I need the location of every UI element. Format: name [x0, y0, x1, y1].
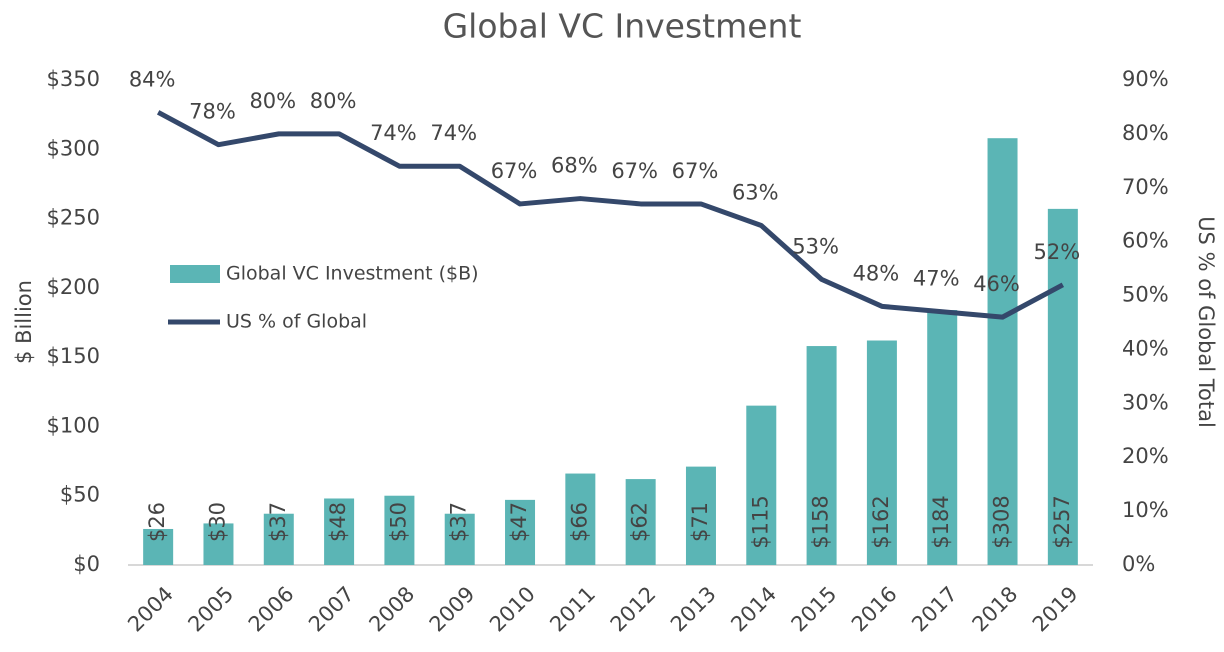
bar	[746, 405, 777, 565]
bar-value-label: $26	[145, 502, 169, 542]
legend-label: Global VC Investment ($B)	[226, 263, 479, 285]
line-value-label: 46%	[973, 272, 1020, 296]
bar-value-label: $115	[748, 495, 772, 548]
bar-value-label: $30	[205, 502, 229, 542]
y2-tick-label: 20%	[1122, 444, 1169, 468]
line-value-label: 80%	[310, 89, 357, 113]
line-value-label: 52%	[1034, 240, 1081, 264]
bar-value-label: $37	[447, 502, 471, 542]
line-value-label: 67%	[491, 159, 538, 183]
y2-axis-label: US % of Global Total	[1194, 216, 1218, 428]
line-value-label: 80%	[249, 89, 296, 113]
y2-tick-label: 80%	[1122, 121, 1169, 145]
x-tick-label: 2013	[666, 582, 721, 637]
y-tick-label: $300	[47, 136, 100, 160]
y-axis-label: $ Billion	[12, 280, 36, 364]
bar-value-label: $257	[1050, 495, 1074, 548]
bar-value-label: $158	[809, 495, 833, 548]
line-value-label: 63%	[732, 181, 779, 205]
bar-value-label: $162	[869, 495, 893, 548]
bar	[203, 523, 234, 565]
y2-tick-label: 70%	[1122, 175, 1169, 199]
bar	[625, 479, 656, 565]
bar-value-label: $48	[326, 502, 350, 542]
bar-value-label: $308	[990, 495, 1014, 548]
x-tick-label: 2005	[183, 582, 238, 637]
bar	[685, 466, 716, 565]
bar	[263, 513, 294, 565]
bar-value-label: $71	[688, 502, 712, 542]
y2-tick-label: 60%	[1122, 229, 1169, 253]
x-tick-label: 2009	[425, 582, 480, 637]
y2-tick-label: 10%	[1122, 498, 1169, 522]
bar	[987, 138, 1018, 565]
x-tick-label: 2016	[847, 582, 902, 637]
bar-value-label: $50	[386, 502, 410, 542]
x-tick-label: 2010	[485, 582, 540, 637]
legend-label: US % of Global	[226, 311, 367, 333]
bar	[444, 513, 475, 565]
x-tick-label: 2006	[244, 582, 299, 637]
x-tick-label: 2019	[1028, 582, 1083, 637]
x-tick-label: 2011	[545, 582, 600, 637]
bar-value-label: $47	[507, 502, 531, 542]
y-tick-label: $150	[47, 344, 100, 368]
y-tick-label: $250	[47, 206, 100, 230]
line-value-label: 84%	[129, 67, 176, 91]
x-tick-label: 2014	[726, 582, 781, 637]
line-value-label: 68%	[551, 154, 598, 178]
line-value-label: 74%	[430, 121, 477, 145]
y-tick-label: $100	[47, 413, 100, 437]
x-tick-label: 2007	[304, 582, 359, 637]
line-value-label: 48%	[853, 261, 900, 285]
x-tick-label: 2012	[606, 582, 661, 637]
bar	[1047, 208, 1078, 565]
y2-tick-label: 0%	[1122, 552, 1155, 576]
bar	[384, 495, 415, 565]
bar	[324, 498, 355, 565]
line-value-label: 47%	[913, 267, 960, 291]
bar-value-label: $62	[628, 502, 652, 542]
bar	[565, 473, 596, 565]
line-value-label: 78%	[189, 100, 236, 124]
bar	[505, 499, 536, 565]
line	[156, 110, 1065, 320]
legend-swatch	[170, 265, 220, 283]
y2-tick-label: 50%	[1122, 283, 1169, 307]
x-tick-label: 2018	[968, 582, 1023, 637]
bar-value-label: $37	[266, 502, 290, 542]
y-tick-label: $0	[73, 552, 100, 576]
y2-tick-label: 30%	[1122, 390, 1169, 414]
y-tick-label: $350	[47, 67, 100, 91]
bar	[143, 528, 174, 565]
y-tick-label: $200	[47, 275, 100, 299]
line-value-label: 67%	[611, 159, 658, 183]
bar-value-label: $66	[567, 502, 591, 542]
line-value-label: 53%	[792, 234, 839, 258]
y2-tick-label: 90%	[1122, 67, 1169, 91]
chart-title: Global VC Investment	[443, 7, 802, 46]
bar	[806, 346, 837, 565]
x-tick-label: 2004	[123, 582, 178, 637]
x-tick-label: 2008	[364, 582, 419, 637]
line-value-label: 67%	[672, 159, 719, 183]
y2-tick-label: 40%	[1122, 336, 1169, 360]
bar-value-label: $184	[929, 495, 953, 548]
line-value-label: 74%	[370, 121, 417, 145]
x-tick-label: 2017	[907, 582, 962, 637]
x-tick-label: 2015	[787, 582, 842, 637]
bar	[866, 340, 897, 565]
bar	[927, 310, 958, 565]
y-tick-label: $50	[60, 483, 100, 507]
